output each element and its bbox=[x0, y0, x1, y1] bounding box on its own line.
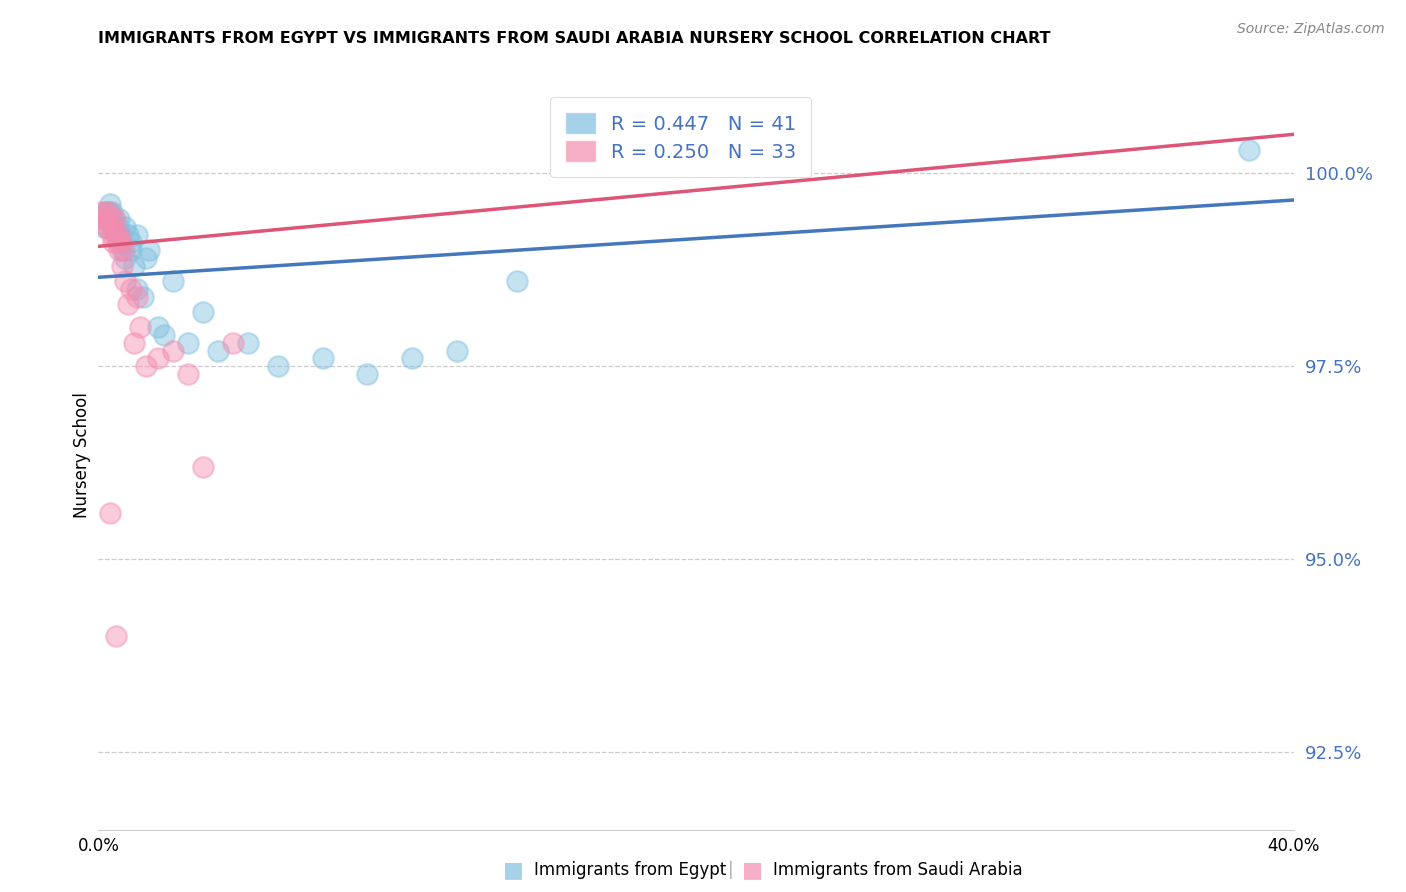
Point bbox=[114, 220, 136, 235]
Point bbox=[107, 235, 129, 250]
Point bbox=[91, 220, 114, 235]
Point bbox=[162, 274, 184, 288]
Text: ■: ■ bbox=[742, 860, 762, 880]
Point bbox=[110, 235, 132, 250]
Point bbox=[401, 351, 423, 366]
Point bbox=[98, 506, 122, 520]
Point bbox=[177, 335, 200, 350]
Point bbox=[97, 204, 120, 219]
Point bbox=[267, 359, 290, 373]
Point bbox=[112, 244, 135, 258]
Point bbox=[108, 227, 131, 242]
Point bbox=[120, 244, 142, 258]
Point bbox=[105, 227, 128, 242]
Point bbox=[311, 351, 333, 366]
Point bbox=[98, 212, 122, 227]
Point bbox=[127, 282, 149, 296]
Point bbox=[138, 244, 160, 258]
Point bbox=[177, 367, 200, 381]
Text: Immigrants from Egypt: Immigrants from Egypt bbox=[534, 861, 727, 879]
Point bbox=[114, 251, 136, 265]
Text: |: | bbox=[728, 861, 734, 879]
Point bbox=[93, 204, 115, 219]
Point bbox=[108, 244, 131, 258]
Point bbox=[127, 289, 149, 303]
Point bbox=[103, 220, 125, 235]
Point bbox=[148, 320, 170, 334]
Text: ■: ■ bbox=[503, 860, 523, 880]
Point bbox=[124, 259, 146, 273]
Point bbox=[103, 220, 125, 235]
Point bbox=[162, 343, 184, 358]
Point bbox=[108, 212, 131, 227]
Point bbox=[446, 343, 468, 358]
Point bbox=[107, 220, 129, 235]
Point bbox=[110, 235, 132, 250]
Point bbox=[120, 282, 142, 296]
Point bbox=[91, 212, 114, 227]
Point bbox=[101, 204, 124, 219]
Point bbox=[111, 244, 134, 258]
Point bbox=[98, 197, 122, 211]
Point bbox=[356, 367, 378, 381]
Point bbox=[129, 320, 152, 334]
Point bbox=[94, 204, 117, 219]
Point bbox=[124, 335, 146, 350]
Point bbox=[94, 220, 117, 235]
Point bbox=[117, 227, 139, 242]
Point bbox=[135, 359, 157, 373]
Point bbox=[132, 289, 155, 303]
Point bbox=[1237, 143, 1260, 157]
Point bbox=[120, 235, 142, 250]
Point bbox=[111, 259, 134, 273]
Point bbox=[96, 204, 118, 219]
Point bbox=[104, 212, 127, 227]
Text: Immigrants from Saudi Arabia: Immigrants from Saudi Arabia bbox=[773, 861, 1024, 879]
Point bbox=[90, 204, 112, 219]
Point bbox=[135, 251, 157, 265]
Point bbox=[127, 227, 149, 242]
Point bbox=[222, 335, 245, 350]
Point bbox=[207, 343, 229, 358]
Point bbox=[148, 351, 170, 366]
Text: IMMIGRANTS FROM EGYPT VS IMMIGRANTS FROM SAUDI ARABIA NURSERY SCHOOL CORRELATION: IMMIGRANTS FROM EGYPT VS IMMIGRANTS FROM… bbox=[98, 31, 1050, 46]
Point bbox=[191, 459, 214, 474]
Point bbox=[103, 212, 125, 227]
Point bbox=[96, 212, 118, 227]
Point bbox=[506, 274, 529, 288]
Point bbox=[153, 328, 176, 343]
Point bbox=[103, 235, 125, 250]
Text: Source: ZipAtlas.com: Source: ZipAtlas.com bbox=[1237, 22, 1385, 37]
Point bbox=[97, 204, 120, 219]
Y-axis label: Nursery School: Nursery School bbox=[73, 392, 91, 518]
Point bbox=[105, 630, 128, 644]
Point bbox=[105, 227, 128, 242]
Point bbox=[101, 227, 124, 242]
Point bbox=[96, 212, 118, 227]
Point bbox=[104, 220, 127, 235]
Point bbox=[117, 297, 139, 311]
Point bbox=[96, 220, 118, 235]
Point bbox=[114, 274, 136, 288]
Point bbox=[191, 305, 214, 319]
Point bbox=[236, 335, 259, 350]
Point bbox=[108, 227, 131, 242]
Legend: R = 0.447   N = 41, R = 0.250   N = 33: R = 0.447 N = 41, R = 0.250 N = 33 bbox=[550, 97, 811, 178]
